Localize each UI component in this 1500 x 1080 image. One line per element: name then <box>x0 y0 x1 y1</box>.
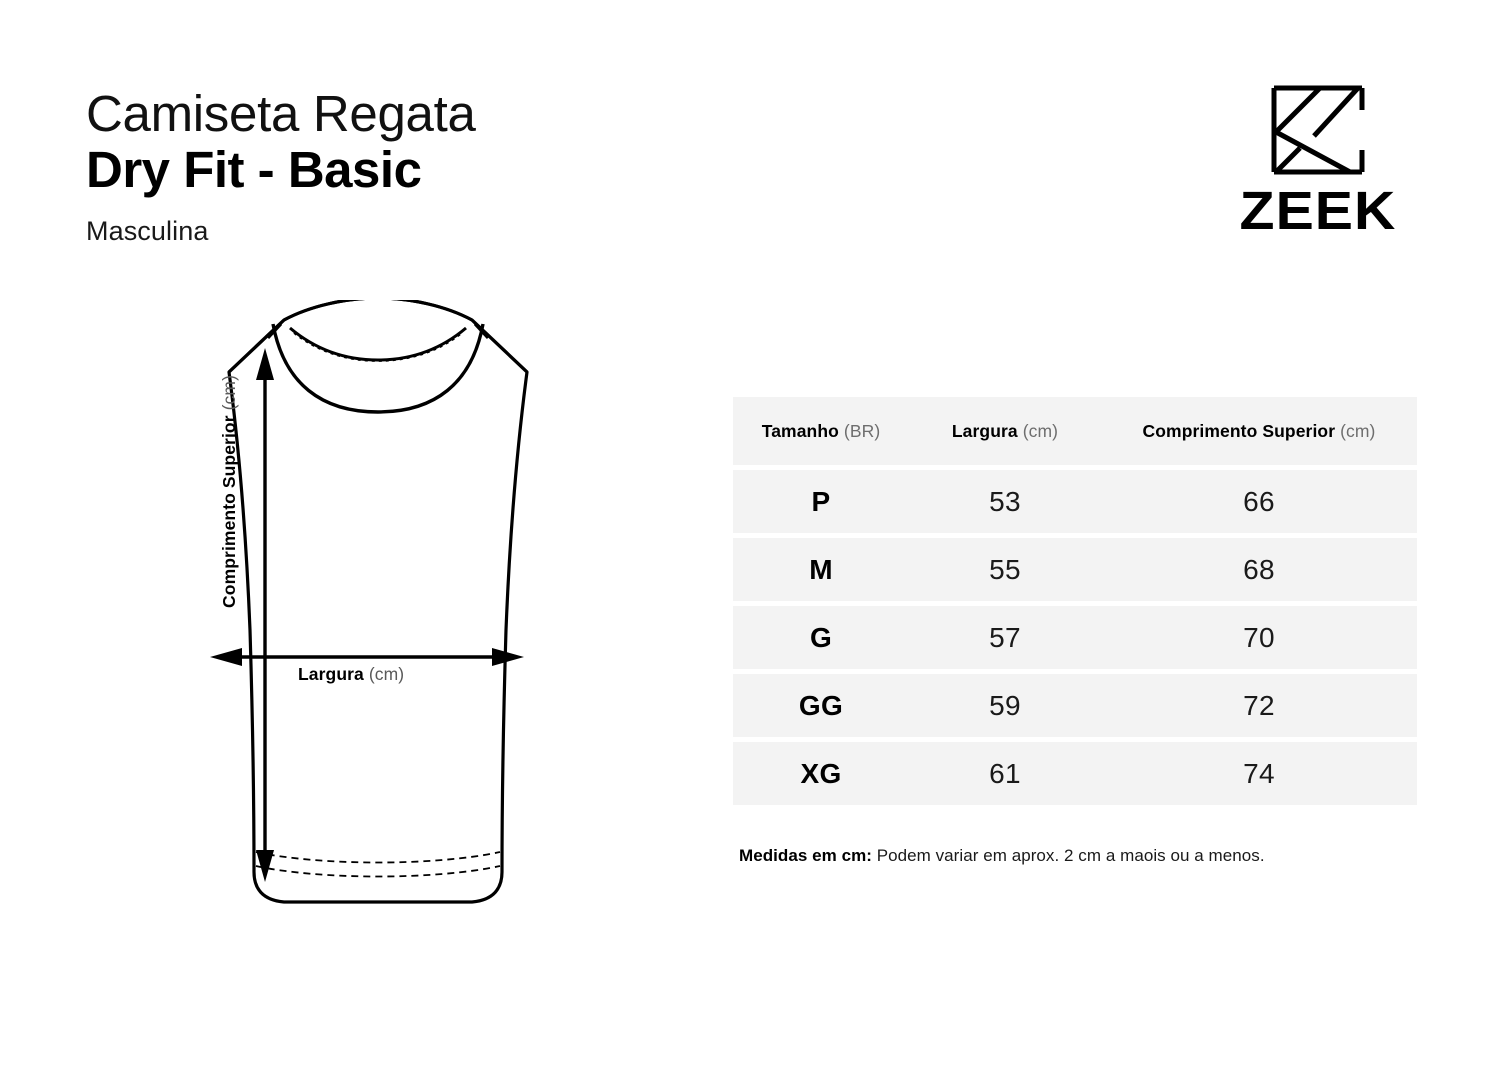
cell-size: P <box>733 470 909 533</box>
table-row: P 53 66 <box>733 470 1417 533</box>
double-arrow-horizontal-icon <box>210 648 524 666</box>
horizontal-measure-unit: (cm) <box>368 664 405 684</box>
cell-comprimento: 68 <box>1101 538 1417 601</box>
cell-size: G <box>733 606 909 669</box>
column-header-comprimento-unit: (cm) <box>1340 420 1376 441</box>
vertical-measure-unit: (cm) <box>219 375 239 411</box>
column-header-largura-unit: (cm) <box>1022 420 1059 441</box>
hem-stitch-line-upper <box>255 851 501 864</box>
armhole-notch-left <box>266 322 283 340</box>
collar-inner-curve <box>289 326 467 362</box>
brand-logo: ZEEK <box>1218 84 1418 238</box>
hem-stitch-line-lower <box>255 865 501 878</box>
column-header-largura-label: Largura <box>951 420 1018 441</box>
column-header-tamanho-label: Tamanho <box>761 420 839 441</box>
measurement-note: Medidas em cm: Podem variar em aprox. 2 … <box>739 846 1265 866</box>
cell-comprimento: 66 <box>1101 470 1417 533</box>
cell-size: XG <box>733 742 909 805</box>
page-title: Camiseta Regata Dry Fit - Basic Masculin… <box>86 86 786 247</box>
column-header-tamanho-unit: (BR) <box>843 420 881 441</box>
cell-largura: 61 <box>909 742 1101 805</box>
horizontal-measure-name: Largura <box>298 664 364 684</box>
cell-size: GG <box>733 674 909 737</box>
product-gender-subtitle: Masculina <box>86 216 209 247</box>
measurement-note-bold: Medidas em cm: <box>739 846 872 865</box>
size-table-header: Tamanho (BR) Largura (cm) Comprimento Su… <box>733 397 1417 465</box>
cell-largura: 57 <box>909 606 1101 669</box>
column-header-comprimento: Comprimento Superior (cm) <box>1101 397 1417 465</box>
table-row: M 55 68 <box>733 538 1417 601</box>
cell-size: M <box>733 538 909 601</box>
garment-body-outline <box>227 300 529 904</box>
collar-rib-band <box>271 323 485 414</box>
vertical-measure-name: Comprimento Superior <box>219 415 239 608</box>
sleeveless-tank-top-icon <box>210 300 529 904</box>
horizontal-measure-label: Largura (cm) <box>298 664 404 685</box>
table-row: XG 61 74 <box>733 742 1417 805</box>
cell-comprimento: 74 <box>1101 742 1417 805</box>
table-header-row: Tamanho (BR) Largura (cm) Comprimento Su… <box>733 397 1417 465</box>
vertical-measure-label: Comprimento Superior (cm) <box>219 375 240 608</box>
measurement-note-text: Podem variar em aprox. 2 cm a maois ou a… <box>871 846 1265 865</box>
table-row: GG 59 72 <box>733 674 1417 737</box>
collar-top-edge <box>283 300 473 322</box>
cell-largura: 55 <box>909 538 1101 601</box>
double-arrow-vertical-icon <box>256 348 274 882</box>
zeek-square-monogram-icon <box>1271 85 1365 175</box>
column-header-comprimento-label: Comprimento Superior <box>1142 420 1336 441</box>
size-table-body: P 53 66 M 55 68 G 57 70 GG 59 72 XG 61 <box>733 470 1417 805</box>
column-header-largura: Largura (cm) <box>909 397 1101 465</box>
cell-comprimento: 72 <box>1101 674 1417 737</box>
cell-largura: 59 <box>909 674 1101 737</box>
product-name-line-2: Dry Fit - Basic <box>86 141 422 199</box>
brand-wordmark: ZEEK <box>1239 181 1397 241</box>
size-table: Tamanho (BR) Largura (cm) Comprimento Su… <box>733 392 1417 810</box>
cell-comprimento: 70 <box>1101 606 1417 669</box>
column-header-tamanho: Tamanho (BR) <box>733 397 909 465</box>
product-name-line-1: Camiseta Regata <box>86 85 476 142</box>
table-row: G 57 70 <box>733 606 1417 669</box>
cell-largura: 53 <box>909 470 1101 533</box>
armhole-notch-right <box>473 322 490 340</box>
